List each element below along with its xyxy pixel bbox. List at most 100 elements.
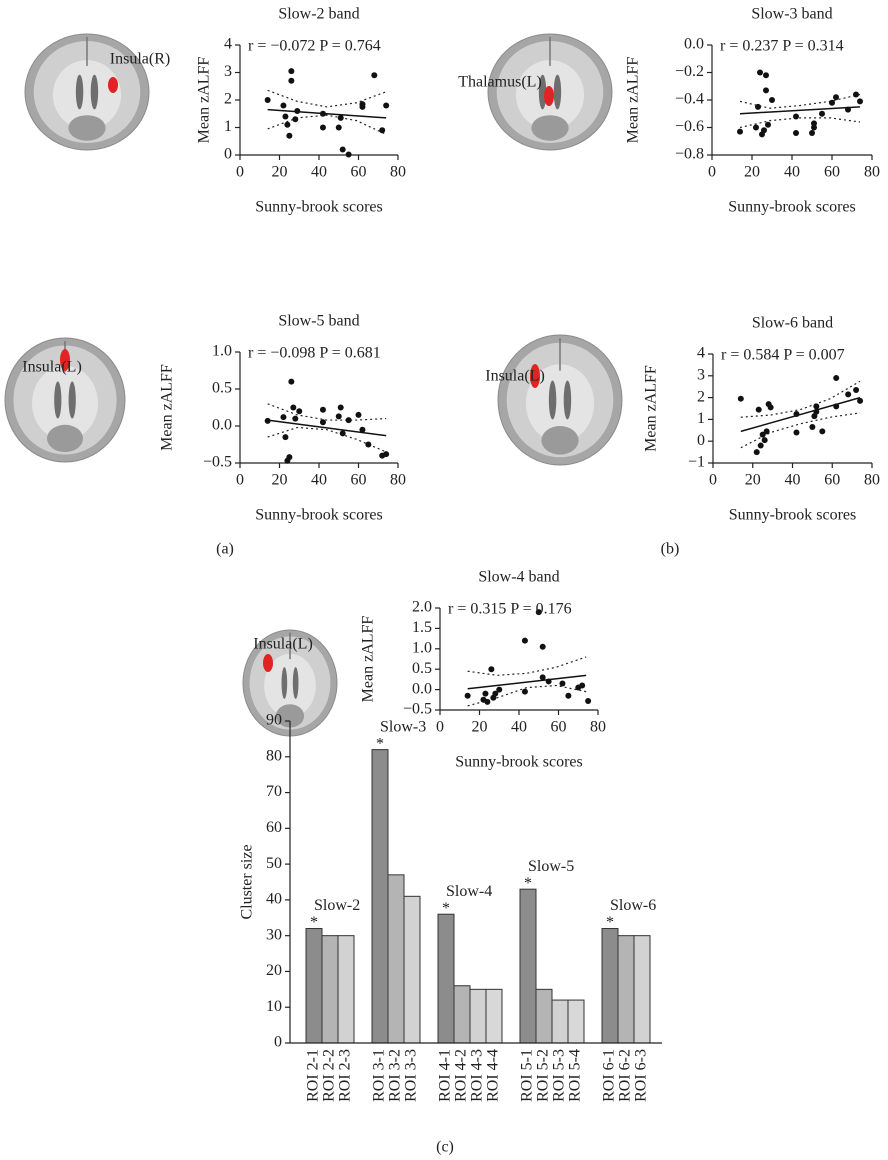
data-point bbox=[757, 70, 763, 76]
x-tick-label: 60 bbox=[551, 719, 567, 736]
x-tick-label: ROI 3-3 bbox=[403, 1049, 420, 1102]
bar bbox=[486, 989, 502, 1043]
data-point bbox=[465, 693, 471, 699]
x-axis-label: Sunny-brook scores bbox=[728, 199, 856, 216]
y-tick-label: 80 bbox=[266, 747, 282, 764]
data-point bbox=[813, 409, 819, 415]
x-tick-label: ROI 2-2 bbox=[321, 1049, 338, 1102]
data-point bbox=[809, 130, 815, 136]
fit-line bbox=[741, 398, 860, 432]
x-tick-label: ROI 4-4 bbox=[485, 1049, 502, 1102]
x-tick-label: ROI 2-3 bbox=[337, 1049, 354, 1102]
x-tick-label: ROI 3-1 bbox=[371, 1049, 388, 1102]
significance-marker: * bbox=[310, 914, 318, 931]
ventricle bbox=[54, 381, 61, 418]
ventricle bbox=[293, 667, 299, 699]
data-point bbox=[336, 125, 342, 131]
data-point bbox=[522, 638, 528, 644]
data-point bbox=[769, 97, 775, 103]
data-point bbox=[819, 111, 825, 117]
data-point bbox=[265, 97, 271, 103]
data-point bbox=[761, 127, 767, 133]
data-point bbox=[482, 691, 488, 697]
data-point bbox=[845, 391, 851, 397]
bar bbox=[552, 1000, 568, 1043]
bar bbox=[568, 1000, 584, 1043]
chart-title: Slow-3 band bbox=[751, 6, 832, 23]
y-tick-label: 20 bbox=[266, 962, 282, 979]
x-tick-label: 20 bbox=[745, 472, 761, 489]
x-tick-label: 40 bbox=[311, 472, 327, 489]
y-tick-label: 0 bbox=[224, 146, 232, 163]
annotation: r = −0.098 P = 0.681 bbox=[248, 345, 381, 362]
bar bbox=[618, 936, 634, 1043]
data-point bbox=[338, 115, 344, 121]
data-point bbox=[546, 678, 552, 684]
y-tick-label: 50 bbox=[266, 855, 282, 872]
data-point bbox=[320, 111, 326, 117]
group-label: Slow-4 bbox=[446, 883, 492, 900]
y-tick-label: 3 bbox=[697, 366, 705, 383]
x-tick-label: ROI 5-1 bbox=[519, 1049, 536, 1102]
data-point bbox=[809, 424, 815, 430]
y-tick-label: 1.0 bbox=[212, 343, 232, 360]
x-tick-label: ROI 4-3 bbox=[469, 1049, 486, 1102]
y-tick-label: 1.0 bbox=[412, 639, 432, 656]
region-label: Thalamus(L) bbox=[458, 74, 542, 91]
y-axis-label: Mean zALFF bbox=[360, 616, 377, 703]
data-point bbox=[819, 428, 825, 434]
y-tick-label: −0.5 bbox=[203, 454, 232, 471]
cerebellum bbox=[47, 425, 83, 452]
y-axis-label: Mean zALFF bbox=[196, 57, 213, 144]
region-label: Insula(R) bbox=[110, 51, 170, 68]
x-axis-label: Sunny-brook scores bbox=[255, 507, 383, 524]
data-point bbox=[833, 403, 839, 409]
data-point bbox=[484, 699, 490, 705]
significance-marker: * bbox=[376, 735, 384, 752]
data-point bbox=[813, 403, 819, 409]
y-tick-label: −0.5 bbox=[403, 701, 432, 718]
y-tick-label: 60 bbox=[266, 819, 282, 836]
panel-label: (a) bbox=[216, 541, 234, 558]
annotation: r = 0.237 P = 0.314 bbox=[720, 38, 844, 55]
data-point bbox=[857, 98, 863, 104]
data-point bbox=[292, 116, 298, 122]
y-tick-label: 2 bbox=[224, 91, 232, 108]
data-point bbox=[379, 127, 385, 133]
panel-label: (c) bbox=[436, 1139, 454, 1156]
cerebellum bbox=[541, 426, 578, 455]
chart-title: Slow-6 band bbox=[752, 315, 833, 332]
group-label: Slow-5 bbox=[528, 858, 574, 875]
y-tick-label: 4 bbox=[224, 36, 232, 53]
fit-line bbox=[468, 675, 587, 688]
data-point bbox=[857, 398, 863, 404]
cerebellum bbox=[68, 115, 105, 141]
data-point bbox=[296, 408, 302, 414]
y-tick-label: −1 bbox=[688, 454, 705, 471]
x-tick-label: 0 bbox=[709, 472, 717, 489]
x-tick-label: 0 bbox=[708, 164, 716, 181]
x-tick-label: 60 bbox=[351, 164, 367, 181]
x-tick-label: 20 bbox=[272, 472, 288, 489]
y-tick-label: 40 bbox=[266, 891, 282, 908]
data-point bbox=[793, 429, 799, 435]
x-tick-label: 20 bbox=[744, 164, 760, 181]
data-point bbox=[853, 387, 859, 393]
cerebellum bbox=[531, 115, 568, 141]
chart-title: Slow-5 band bbox=[278, 313, 359, 330]
x-tick-label: 60 bbox=[824, 472, 840, 489]
data-point bbox=[768, 404, 774, 410]
data-point bbox=[286, 454, 292, 460]
group-label: Slow-6 bbox=[610, 897, 656, 914]
y-tick-label: 0.5 bbox=[212, 380, 232, 397]
y-tick-label: −0.8 bbox=[675, 146, 704, 163]
data-point bbox=[346, 417, 352, 423]
bar bbox=[388, 875, 404, 1043]
bar bbox=[602, 929, 618, 1043]
x-axis-label: Sunny-brook scores bbox=[455, 754, 583, 771]
data-point bbox=[320, 125, 326, 131]
data-point bbox=[284, 122, 290, 128]
data-point bbox=[383, 103, 389, 109]
y-tick-label: 70 bbox=[266, 783, 282, 800]
data-point bbox=[793, 411, 799, 417]
